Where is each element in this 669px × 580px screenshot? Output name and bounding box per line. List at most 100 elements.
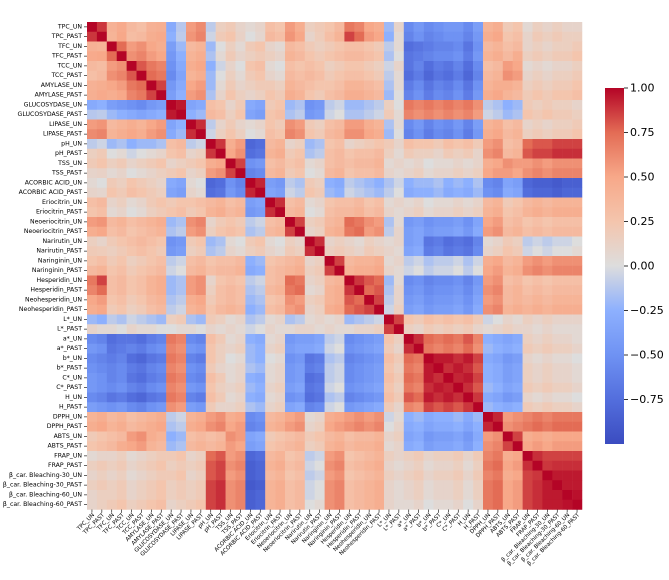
heatmap-cell [384, 61, 395, 71]
heatmap-cell [463, 353, 474, 364]
heatmap-cell [324, 412, 335, 422]
heatmap-cell [314, 119, 325, 130]
heatmap-cell [106, 392, 117, 403]
heatmap-cell [235, 148, 246, 159]
heatmap-cell [334, 207, 345, 218]
heatmap-cell [245, 31, 256, 42]
heatmap-cell [205, 168, 216, 179]
heatmap-cell [186, 480, 197, 491]
heatmap-cell [364, 236, 375, 247]
heatmap-cell [116, 353, 127, 364]
heatmap-cell [354, 129, 365, 140]
heatmap-cell [334, 441, 345, 452]
heatmap-cell [96, 207, 108, 218]
heatmap-cell [225, 490, 236, 500]
heatmap-cell [324, 314, 335, 325]
heatmap-cell [364, 314, 375, 325]
heatmap-cell [572, 295, 583, 305]
heatmap-cell [87, 51, 98, 62]
heatmap-cell [483, 392, 494, 403]
heatmap-cell [116, 412, 127, 422]
heatmap-cell [314, 70, 325, 81]
heatmap-cell [255, 41, 266, 52]
heatmap-cell [195, 421, 207, 432]
heatmap-cell [374, 31, 385, 42]
heatmap-cell [403, 412, 414, 422]
heatmap-cell [235, 373, 246, 383]
heatmap-cell [334, 61, 345, 71]
heatmap-cell [235, 236, 246, 247]
heatmap-cell [453, 119, 464, 130]
heatmap-cell [403, 441, 414, 452]
heatmap-cell [463, 61, 474, 71]
row-label: Hesperidin_PAST [30, 287, 82, 294]
heatmap-cell [364, 90, 375, 101]
heatmap-cell [344, 412, 355, 422]
heatmap-cell [116, 41, 127, 52]
heatmap-cell [146, 460, 157, 471]
heatmap-cell [265, 480, 276, 491]
heatmap-cell [473, 139, 484, 149]
heatmap-cell [275, 314, 286, 325]
heatmap-cell [512, 226, 523, 237]
heatmap-cell [186, 256, 197, 266]
heatmap-cell [186, 139, 197, 149]
heatmap-cell [502, 51, 513, 62]
heatmap-cell [443, 187, 454, 198]
heatmap-cell [423, 431, 434, 442]
heatmap-cell [285, 402, 296, 413]
heatmap-cell [176, 90, 187, 101]
heatmap-cell [176, 22, 187, 32]
heatmap-cell [512, 431, 523, 442]
heatmap-cell [552, 402, 563, 413]
heatmap-cell [552, 304, 563, 315]
heatmap-cell [473, 129, 484, 140]
heatmap-cell [215, 246, 226, 257]
heatmap-cell [453, 431, 464, 442]
heatmap-cell [235, 100, 246, 110]
heatmap-cell [96, 412, 108, 422]
heatmap-cell [235, 412, 246, 422]
heatmap-cell [443, 499, 454, 510]
heatmap-cell [492, 285, 504, 296]
heatmap-cell [453, 197, 464, 208]
heatmap-cell [96, 51, 108, 62]
heatmap-cell [195, 168, 207, 179]
heatmap-cell [512, 256, 523, 266]
heatmap-cell [473, 295, 484, 305]
heatmap-cell [205, 207, 216, 218]
heatmap-cell [304, 441, 315, 452]
heatmap-cell [532, 304, 543, 315]
heatmap-cell [463, 373, 474, 383]
heatmap-cell [255, 168, 266, 179]
heatmap-cell [275, 402, 286, 413]
heatmap-cell [304, 22, 315, 32]
heatmap-cell [304, 70, 315, 81]
heatmap-cell [522, 460, 533, 471]
heatmap-cell [532, 441, 543, 452]
heatmap-cell [512, 441, 523, 452]
heatmap-cell [413, 246, 424, 257]
heatmap-cell [572, 441, 583, 452]
heatmap-cell [294, 353, 306, 364]
heatmap-cell [245, 256, 256, 266]
heatmap-cell [374, 246, 385, 257]
heatmap-cell [542, 226, 553, 237]
heatmap-cell [136, 80, 147, 91]
heatmap-cell [542, 119, 553, 130]
heatmap-cell [443, 441, 454, 452]
heatmap-cell [324, 226, 335, 237]
heatmap-cell [285, 178, 296, 188]
heatmap-cell [403, 324, 414, 335]
heatmap-cell [146, 451, 157, 461]
heatmap-cell [136, 275, 147, 286]
heatmap-cell [166, 324, 177, 335]
heatmap-cell [502, 382, 513, 393]
heatmap-cell [492, 61, 504, 71]
heatmap-cell [324, 353, 335, 364]
heatmap-cell [483, 70, 494, 81]
heatmap-cell [156, 480, 167, 491]
heatmap-cell [443, 382, 454, 393]
row-label: LIPASE_PAST [43, 131, 82, 138]
heatmap-cell [423, 158, 434, 169]
